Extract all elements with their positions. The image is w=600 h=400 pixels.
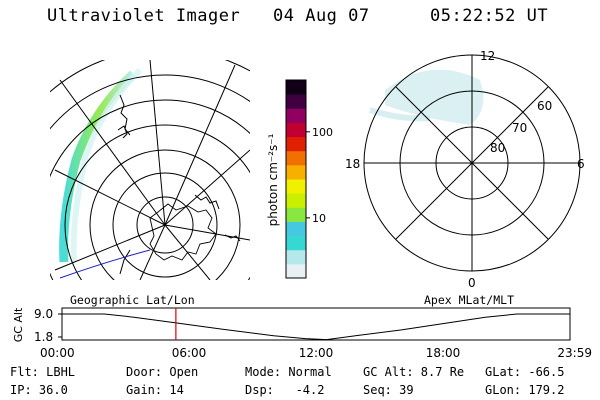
info-glat: GLat: -66.5 [485,365,565,379]
colorbar-tick-label: 10 [312,212,326,225]
altitude-curve [62,313,570,341]
mlt-label-6: 6 [577,157,585,171]
colorbar-unit-label: photon cm⁻²s⁻¹ [266,133,280,226]
mlat-label-60: 60 [537,99,552,113]
timeline-xtick-label: 06:00 [172,346,207,360]
timeline-xtick-label: 23:59 [557,346,592,360]
colorbar-cell [286,235,306,251]
colorbar-cell [286,193,306,208]
colorbar-cell [286,136,306,152]
apex-panel-label: Apex MLat/MLT [424,293,515,307]
colorbar-tick-label: 100 [312,126,333,139]
title: Ultraviolet Imager [47,6,241,26]
mlat-label-80: 80 [490,141,505,155]
colorbar-cell [286,108,306,123]
colorbar-cell [286,221,306,237]
info-mode: Mode: Normal [245,365,332,379]
date: 04 Aug 07 [273,6,370,26]
timeline-xtick-label: 18:00 [426,346,461,360]
info-gain: Gain: 14 [126,383,184,397]
colorbar-cell [286,263,306,279]
colorbar-cell [286,94,306,109]
timeline-xtick-label: 00:00 [40,346,75,360]
timeline-ylabel: GC Alt [12,307,25,342]
info-flt: Flt: LBHL [10,365,76,379]
mlt-label-18: 18 [345,157,360,171]
colorbar-cell [286,80,306,95]
mlt-label-0: 0 [468,276,476,290]
time: 05:22:52 UT [430,6,549,26]
colorbar-cell [286,207,306,222]
mlat-label-70: 70 [512,121,527,135]
info-seq: Seq: 39 [363,383,414,397]
timeline-ytick-label: 9.0 [34,307,53,321]
colorbar-cell [286,249,306,265]
geo-panel-label: Geographic Lat/Lon [70,293,195,307]
colorbar-cell [286,179,306,194]
info-glon: GLon: 179.2 [485,383,565,397]
colorbar-cell [286,164,306,180]
colorbar-cell [286,122,306,138]
info-door: Door: Open [126,365,199,379]
info-ip: IP: 36.0 [10,383,68,397]
timeline-xtick-label: 12:00 [299,346,334,360]
mlt-label-12: 12 [480,49,495,63]
timeline-ytick-label: 1.8 [34,330,53,344]
info-dsp: Dsp: -4.2 [245,383,325,397]
info-gc-alt: GC Alt: 8.7 Re [363,365,465,379]
aurora-band [59,70,137,263]
colorbar-cell [286,150,306,166]
